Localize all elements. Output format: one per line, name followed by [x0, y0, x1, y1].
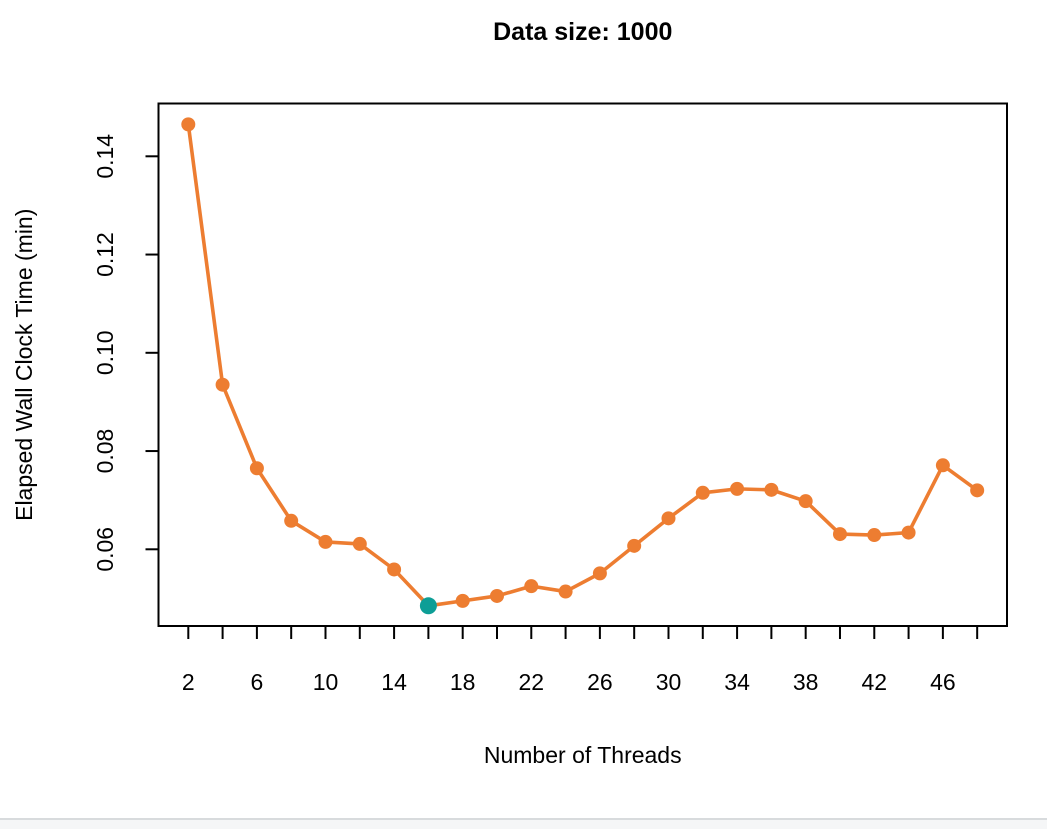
x-axis-title: Number of Threads — [484, 742, 682, 768]
y-axis-tick-labels: 0.06 0.08 0.10 0.12 0.14 — [92, 134, 118, 572]
data-point — [730, 481, 745, 496]
data-point — [318, 534, 333, 549]
x-tick-label: 34 — [724, 669, 750, 695]
data-point — [249, 461, 264, 476]
x-tick-label: 38 — [793, 669, 819, 695]
y-axis-title: Elapsed Wall Clock Time (min) — [11, 209, 37, 521]
footer-strip — [0, 820, 1047, 829]
data-point — [695, 485, 710, 500]
data-point — [215, 377, 230, 392]
data-point — [935, 458, 950, 473]
data-point — [970, 483, 985, 498]
x-tick-label: 26 — [587, 669, 613, 695]
x-tick-label: 22 — [518, 669, 544, 695]
data-point — [627, 538, 642, 553]
x-tick-label: 14 — [381, 669, 407, 695]
data-point — [489, 588, 504, 603]
data-point — [592, 566, 607, 581]
y-tick-label: 0.10 — [92, 330, 118, 375]
x-tick-label: 18 — [450, 669, 476, 695]
data-series — [181, 117, 985, 615]
x-tick-label: 2 — [182, 669, 195, 695]
y-tick-label: 0.14 — [92, 134, 118, 179]
chart-title: Data size: 1000 — [493, 18, 672, 46]
x-tick-label: 42 — [861, 669, 887, 695]
footer-divider — [0, 818, 1047, 820]
x-axis-tick-labels: 2 6 10 14 18 22 26 30 34 38 42 46 — [182, 669, 956, 695]
data-point — [352, 536, 367, 551]
data-point — [524, 579, 539, 594]
y-axis-ticks — [145, 155, 159, 551]
data-point — [558, 584, 573, 599]
data-point — [387, 562, 402, 577]
data-point — [181, 117, 196, 132]
x-tick-label: 10 — [313, 669, 339, 695]
x-axis-ticks — [187, 626, 979, 639]
y-tick-label: 0.08 — [92, 429, 118, 474]
data-point — [832, 527, 847, 542]
data-point — [764, 482, 779, 497]
y-tick-label: 0.12 — [92, 232, 118, 277]
plot-border — [157, 102, 1008, 627]
data-point — [455, 593, 470, 608]
data-point-highlighted — [419, 597, 437, 615]
series-line — [186, 122, 979, 608]
data-point — [284, 513, 299, 528]
data-point — [867, 528, 882, 543]
x-tick-label: 30 — [656, 669, 682, 695]
y-tick-label: 0.06 — [92, 527, 118, 572]
data-point — [798, 494, 813, 509]
data-point — [901, 525, 916, 540]
x-tick-label: 46 — [930, 669, 956, 695]
x-tick-label: 6 — [250, 669, 263, 695]
data-point — [661, 511, 676, 526]
